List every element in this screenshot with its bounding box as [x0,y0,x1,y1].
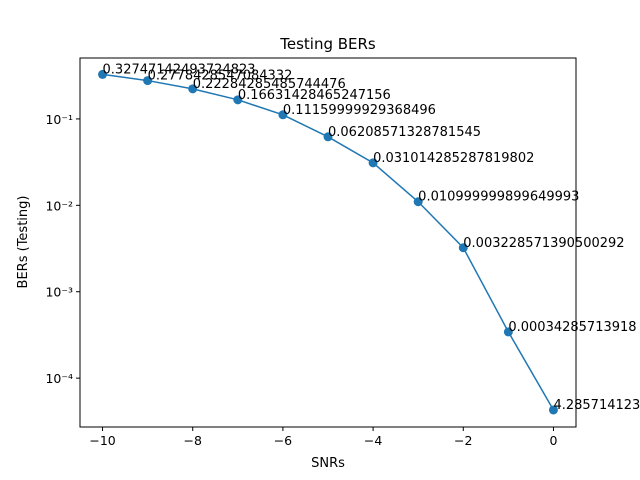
data-point [368,158,378,168]
x-tick-label: −4 [364,433,382,448]
data-label: 0.003228571390500292 [463,236,624,251]
data-label: 0.06208571328781545 [328,125,481,140]
plot-frame [79,57,577,428]
data-point [143,76,153,86]
y-tick-label: 10⁻³ [45,285,73,300]
x-tick-label: −2 [454,433,472,448]
data-point [98,69,108,79]
data-label: 0.32747142493724823 [103,62,256,77]
data-point [278,110,288,120]
data-point [458,243,468,253]
data-label: 0.010999999899649993 [418,190,579,205]
x-tick-label: −6 [274,433,292,448]
data-label: 0.00034285713918 [508,320,636,335]
x-tick-label: −10 [89,433,115,448]
data-label: 0.22284285485744476 [193,77,346,92]
data-point [503,327,513,337]
chart-title: Testing BERs [279,35,376,53]
y-tick-label: 10⁻⁴ [45,371,73,386]
data-label: 0.031014285287819802 [373,151,534,166]
data-label: 0.16631428465247156 [238,88,391,103]
y-tick-label: 10⁻² [45,198,73,213]
y-tick-label: 10⁻¹ [45,112,73,127]
x-tick-label: −8 [184,433,202,448]
data-label: 4.285714123 [553,398,640,413]
data-label: 0.11159999929368496 [283,103,436,118]
data-point [548,405,558,415]
data-point [188,84,198,94]
data-point [323,132,333,142]
data-point [413,197,423,207]
x-tick-label: 0 [549,433,557,448]
x-axis-label: SNRs [311,456,345,471]
data-label: 0.2778428547084332 [148,69,293,84]
data-point [233,95,243,105]
y-axis-label: BERs (Testing) [16,196,31,289]
